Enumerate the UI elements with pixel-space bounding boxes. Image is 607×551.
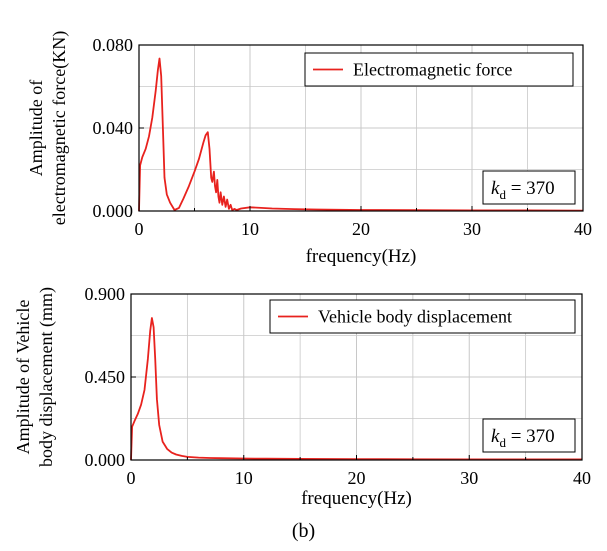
- chart2-legend-label: Vehicle body displacement: [318, 307, 512, 327]
- chart2-x-axis-label: frequency(Hz): [301, 488, 412, 509]
- chart2-y-tick-label: 0.450: [85, 367, 126, 387]
- chart1-x-tick-label: 0: [135, 219, 144, 239]
- chart1-x-tick-label: 10: [241, 219, 259, 239]
- chart2-y-tick-label: 0.000: [85, 450, 126, 470]
- chart2-legend-box: [269, 299, 576, 334]
- chart1-y-tick-label: 0.040: [93, 118, 134, 138]
- figure-caption: (b): [291, 520, 316, 542]
- chart1-x-axis-label: frequency(Hz): [306, 246, 417, 267]
- chart2-annotation-text: kd = 370: [491, 426, 555, 450]
- chart1-x-tick-label: 20: [352, 219, 370, 239]
- chart1-y-tick-label: 0.000: [93, 201, 134, 221]
- chart2-x-tick-label: 20: [348, 468, 366, 488]
- chart2: 0 10 20 30 40 0.000 0.450 0.900 frequency(Hz) Amp…: [13, 284, 591, 509]
- chart1-x-tick-label: 40: [574, 219, 592, 239]
- chart1-y-tick-label: 0.080: [93, 35, 134, 55]
- chart2-y-axis-label: Amplitude of Vehicle: [13, 300, 33, 455]
- chart1-annotation-box: [482, 170, 576, 205]
- chart1-legend-box: [304, 52, 574, 87]
- chart2-x-tick-label: 30: [460, 468, 478, 488]
- chart1: 0 10 20 30 40 0.000 0.040 0.080 frequency(Hz) Amp…: [26, 31, 592, 267]
- chart1-x-tick-label: 30: [463, 219, 481, 239]
- chart2-x-tick-label: 40: [573, 468, 591, 488]
- chart2-y-axis-label: body displacement (mm): [36, 287, 57, 467]
- chart2-x-tick-label: 0: [127, 468, 136, 488]
- chart2-x-tick-label: 10: [235, 468, 253, 488]
- chart1-y-axis-label: electromagnetic force(KN): [49, 31, 70, 225]
- chart2-series-line: [130, 317, 582, 461]
- chart1-annotation-text: kd = 370: [491, 178, 555, 202]
- chart1-y-axis-label: Amplitude of: [26, 80, 46, 177]
- chart2-y-tick-label: 0.900: [85, 284, 126, 304]
- chart1-series-line: [138, 57, 584, 212]
- chart1-legend-label: Electromagnetic force: [353, 60, 512, 80]
- chart2-annotation-box: [482, 418, 576, 453]
